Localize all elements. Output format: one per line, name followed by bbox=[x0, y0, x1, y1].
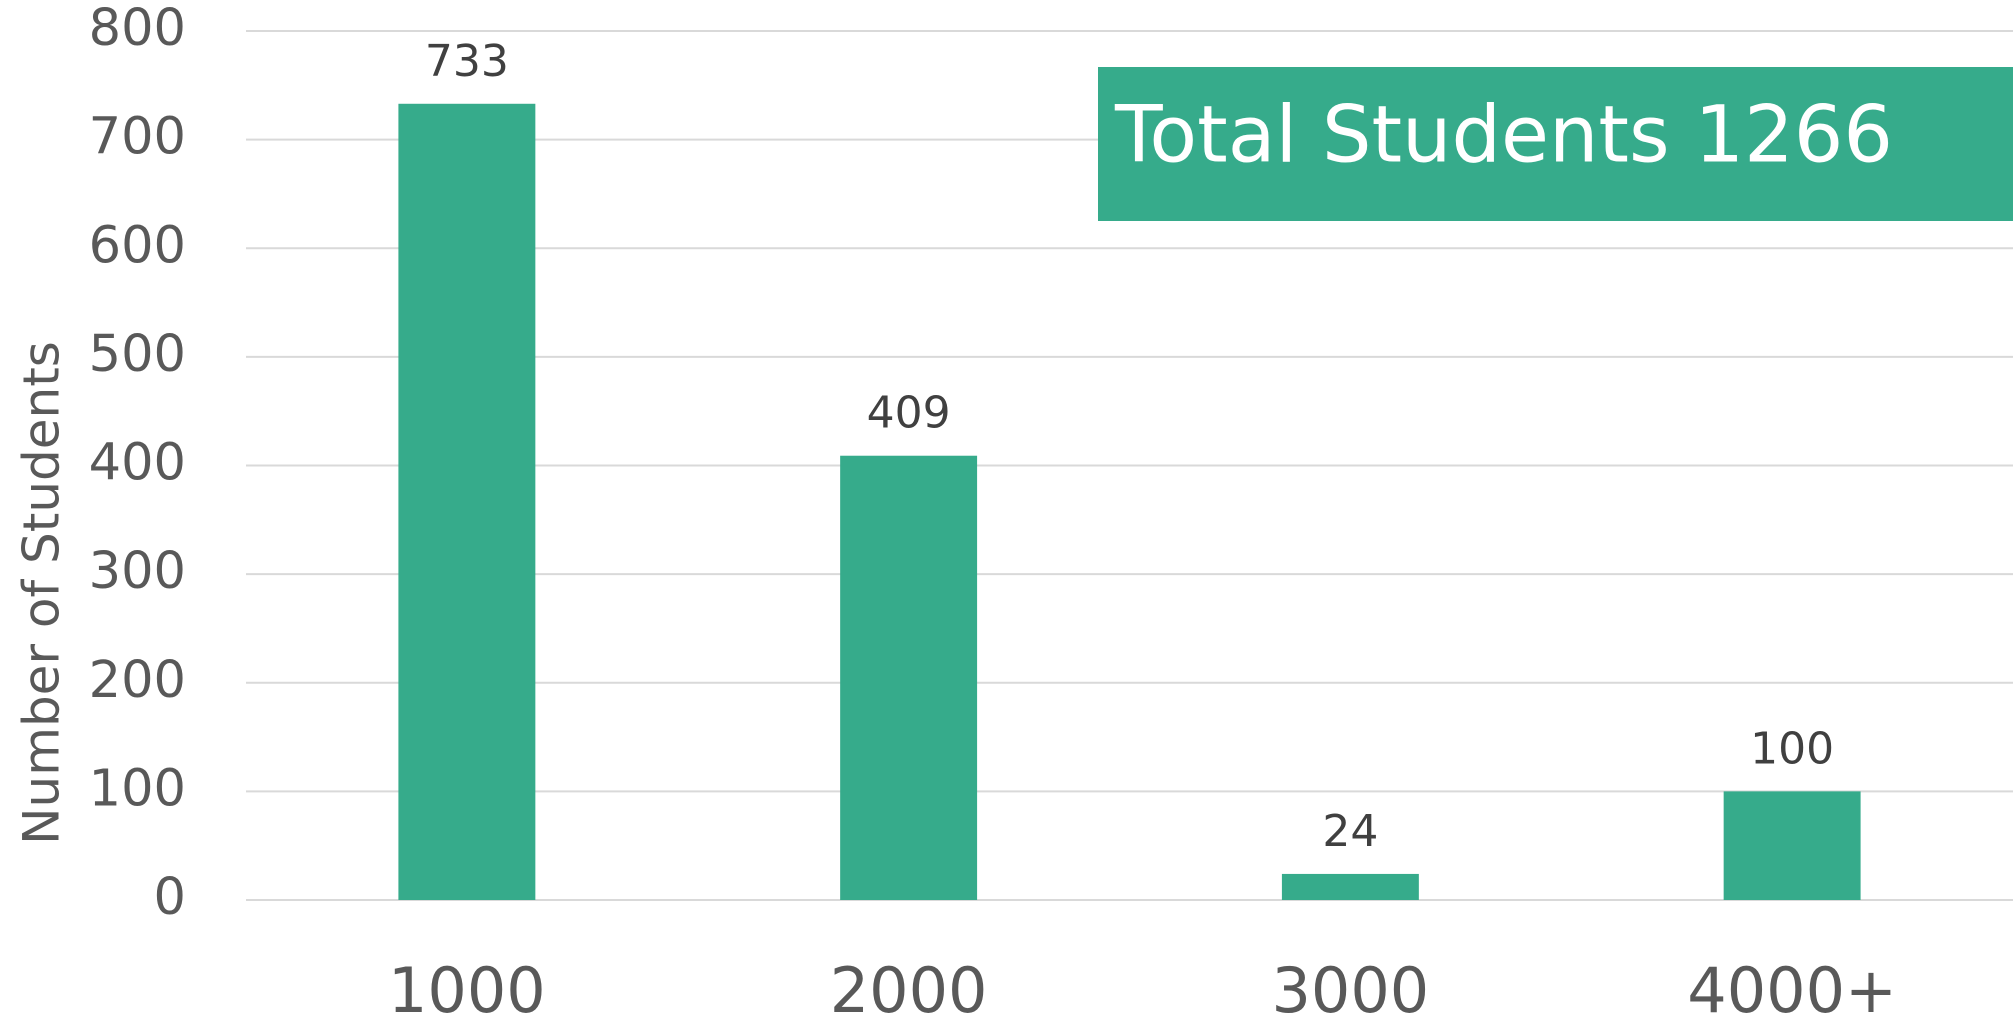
data-label: 24 bbox=[1322, 806, 1378, 857]
data-label: 733 bbox=[425, 36, 509, 87]
bar bbox=[398, 103, 536, 900]
data-label: 409 bbox=[867, 388, 951, 439]
y-axis-label: Number of Students bbox=[13, 341, 71, 845]
x-tick-label: 1000 bbox=[388, 954, 546, 1025]
data-label: 100 bbox=[1750, 723, 1834, 774]
bar bbox=[1281, 873, 1419, 900]
bar bbox=[840, 455, 978, 900]
y-tick-label: 500 bbox=[89, 325, 186, 384]
y-tick-label: 100 bbox=[89, 759, 186, 818]
annotation-box bbox=[1098, 67, 2013, 221]
bar bbox=[1723, 791, 1861, 900]
x-tick-label: 3000 bbox=[1271, 954, 1429, 1025]
y-tick-label: 0 bbox=[154, 868, 186, 927]
y-tick-label: 400 bbox=[89, 434, 186, 493]
y-tick-label: 200 bbox=[89, 651, 186, 710]
y-tick-label: 700 bbox=[89, 108, 186, 167]
x-tick-label: 4000+ bbox=[1687, 954, 1897, 1025]
annotation: Total Students 1266 bbox=[1114, 90, 1893, 180]
x-tick-label: 2000 bbox=[830, 954, 988, 1025]
y-tick-label: 600 bbox=[89, 216, 186, 275]
y-tick-label: 300 bbox=[89, 542, 186, 601]
y-tick-label: 800 bbox=[89, 0, 186, 58]
